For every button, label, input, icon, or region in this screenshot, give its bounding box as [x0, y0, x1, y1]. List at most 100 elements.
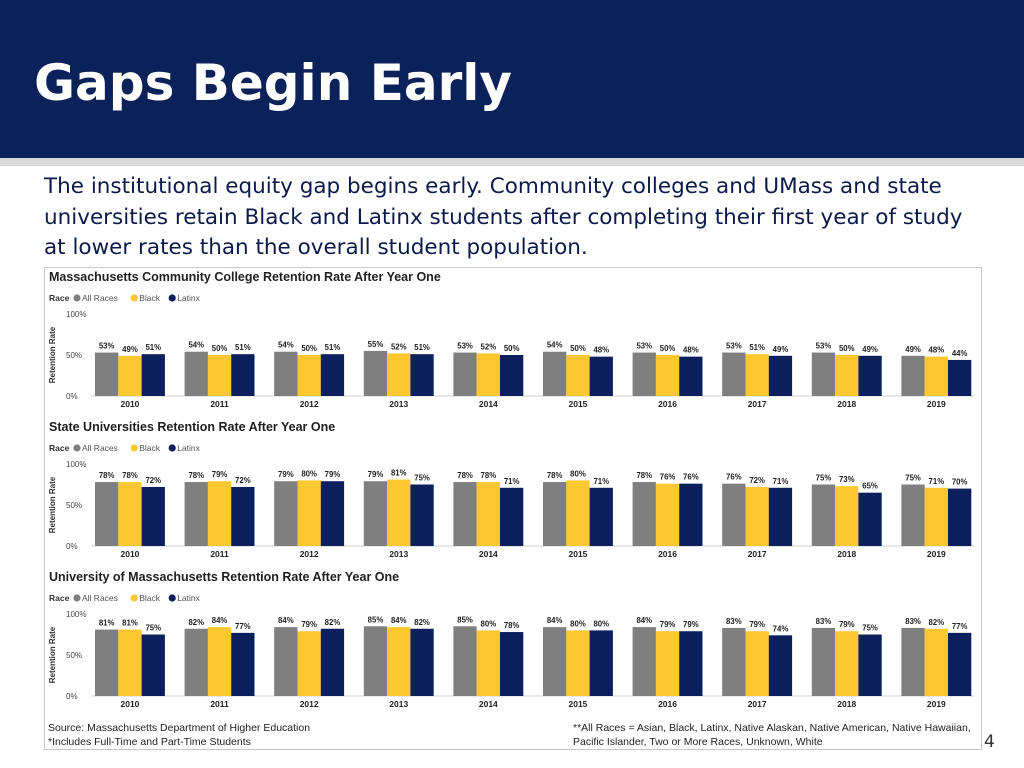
- bar-latinx: [141, 486, 165, 546]
- data-label: 79%: [683, 620, 699, 629]
- legend-label: Black: [139, 293, 161, 303]
- bar-black: [835, 486, 859, 546]
- y-tick-label: 50%: [66, 351, 82, 360]
- bar-all-races: [632, 482, 656, 546]
- data-label: 79%: [368, 470, 384, 479]
- data-label: 80%: [570, 619, 586, 628]
- data-label: 71%: [504, 477, 520, 486]
- bar-latinx: [768, 355, 793, 396]
- bar-latinx: [679, 631, 703, 696]
- y-tick-label: 50%: [66, 651, 82, 660]
- data-label: 78%: [504, 621, 520, 630]
- legend-swatch: [130, 294, 138, 302]
- data-label: 79%: [212, 470, 228, 479]
- data-label: 70%: [952, 478, 968, 487]
- data-label: 75%: [862, 624, 878, 633]
- bar-all-races: [95, 482, 119, 546]
- bar-black: [835, 631, 859, 696]
- data-label: 75%: [414, 474, 430, 483]
- bar-latinx: [768, 487, 793, 546]
- x-tick-label: 2012: [300, 699, 319, 709]
- bar-latinx: [858, 355, 882, 396]
- data-label: 50%: [301, 344, 317, 353]
- data-label: 52%: [391, 342, 407, 351]
- bar-black: [476, 353, 500, 396]
- bar-latinx: [320, 481, 345, 546]
- data-label: 65%: [862, 482, 878, 491]
- data-label: 49%: [905, 345, 921, 354]
- bar-black: [566, 630, 590, 696]
- x-tick-label: 2017: [748, 699, 767, 709]
- x-tick-label: 2016: [658, 399, 677, 409]
- data-label: 53%: [457, 342, 473, 351]
- bar-latinx: [500, 487, 524, 546]
- data-label: 82%: [929, 618, 945, 627]
- chart-panel-3: University of Massachusetts Retention Ra…: [48, 570, 975, 709]
- x-tick-label: 2011: [210, 699, 229, 709]
- bar-black: [297, 631, 321, 696]
- data-label: 71%: [929, 477, 945, 486]
- chart-panel-2: State Universities Retention Rate After …: [48, 420, 975, 559]
- chart-title: State Universities Retention Rate After …: [49, 420, 335, 434]
- data-label: 77%: [952, 622, 968, 631]
- data-label: 76%: [726, 473, 742, 482]
- legend-label: Latinx: [177, 293, 200, 303]
- x-tick-label: 2018: [837, 549, 856, 559]
- legend-label: All Races: [82, 593, 118, 603]
- data-label: 50%: [570, 344, 586, 353]
- all-races-note-line-1: **All Races = Asian, Black, Latinx, Nati…: [573, 722, 971, 734]
- x-tick-label: 2019: [927, 549, 946, 559]
- x-tick-label: 2019: [927, 699, 946, 709]
- legend-swatch: [73, 594, 81, 602]
- bar-black: [297, 355, 321, 396]
- bar-latinx: [768, 635, 793, 696]
- bar-all-races: [632, 627, 656, 696]
- legend-swatch: [130, 444, 138, 452]
- data-label: 79%: [278, 470, 294, 479]
- bar-latinx: [589, 630, 613, 696]
- legend-heading: Race: [49, 293, 70, 303]
- legend-swatch: [168, 294, 176, 302]
- data-label: 51%: [749, 343, 765, 352]
- data-label: 74%: [773, 624, 789, 633]
- bar-latinx: [500, 355, 524, 396]
- data-label: 76%: [683, 473, 699, 482]
- data-label: 80%: [570, 469, 586, 478]
- data-label: 84%: [547, 616, 563, 625]
- bar-latinx: [679, 483, 703, 546]
- slide-body-text: The institutional equity gap begins earl…: [44, 174, 963, 260]
- x-tick-label: 2014: [479, 699, 498, 709]
- data-label: 83%: [905, 617, 921, 626]
- x-tick-label: 2011: [210, 399, 229, 409]
- legend-heading: Race: [49, 443, 70, 453]
- data-label: 83%: [816, 617, 832, 626]
- bar-latinx: [410, 628, 434, 696]
- data-label: 49%: [773, 345, 789, 354]
- bar-black: [476, 630, 500, 696]
- bar-all-races: [901, 627, 925, 696]
- bar-all-races: [901, 484, 925, 546]
- bar-latinx: [141, 354, 165, 396]
- legend-swatch: [168, 444, 176, 452]
- bar-black: [207, 481, 232, 546]
- data-label: 51%: [325, 343, 341, 352]
- bar-latinx: [948, 488, 972, 546]
- data-label: 53%: [636, 342, 652, 351]
- data-label: 50%: [212, 344, 228, 353]
- bar-all-races: [95, 352, 119, 396]
- y-tick-label: 0%: [66, 542, 78, 551]
- bar-latinx: [589, 356, 613, 396]
- data-label: 55%: [368, 340, 384, 349]
- all-races-note-line-2: Pacific Islander, Two or More Races, Unk…: [573, 736, 823, 748]
- bar-latinx: [410, 354, 434, 396]
- bar-all-races: [453, 626, 477, 696]
- data-label: 79%: [325, 470, 341, 479]
- bar-black: [387, 627, 411, 696]
- data-label: 78%: [99, 471, 115, 480]
- x-tick-label: 2011: [210, 549, 229, 559]
- bar-black: [655, 631, 680, 696]
- data-label: 78%: [122, 471, 138, 480]
- bar-latinx: [858, 634, 882, 696]
- x-tick-label: 2014: [479, 399, 498, 409]
- y-axis-label: Retention Rate: [48, 476, 57, 533]
